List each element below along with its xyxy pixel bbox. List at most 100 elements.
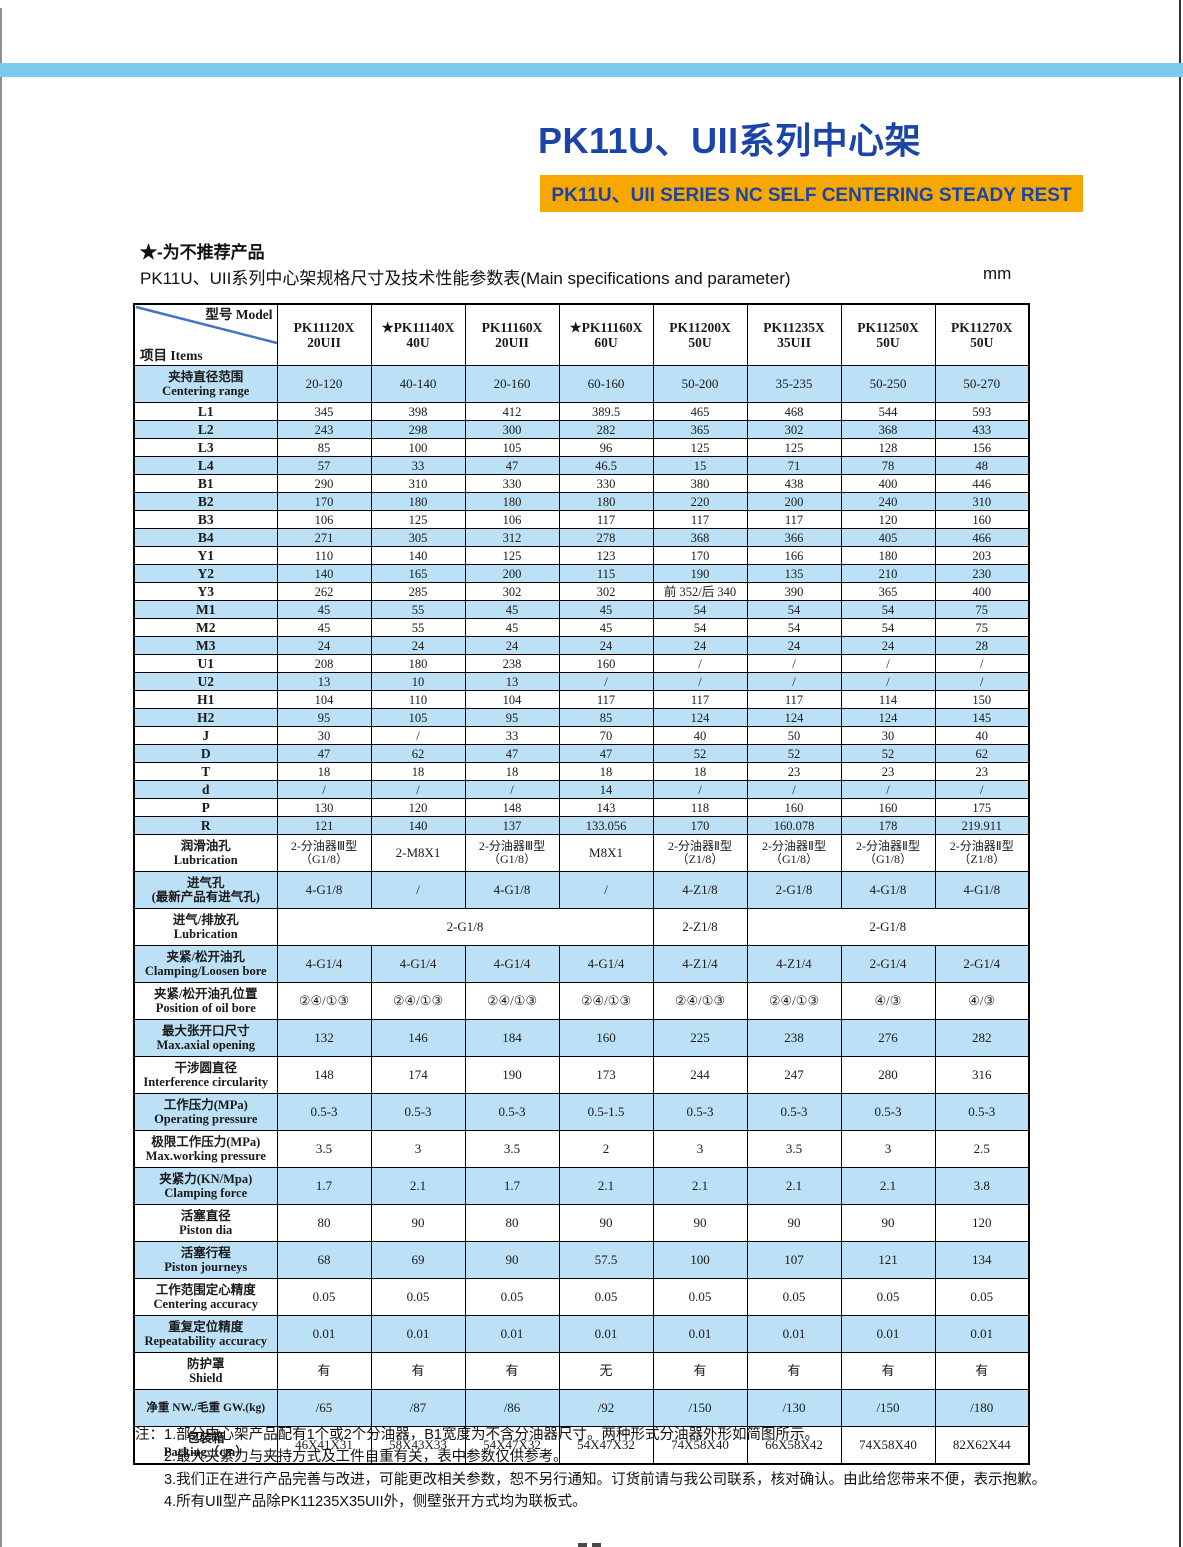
table-row: U2 13 10 13// / / / [133, 672, 1030, 692]
table-cell: 150 [934, 690, 1030, 710]
table-cell: ②④/①③ [370, 982, 466, 1021]
table-cell: 54 [652, 618, 748, 638]
table-row: B2 170 180 180 180 220 200 240 310 [133, 492, 1030, 512]
table-cell: 18 [464, 762, 560, 782]
table-cell: 2-G1/8 [746, 908, 1030, 947]
page-title: PK11U、UII系列中心架 [538, 120, 922, 161]
table-cell: 446 [934, 474, 1030, 494]
row-label: L1 [133, 402, 278, 422]
table-cell: 78 [840, 456, 936, 476]
table-cell: 148 [464, 798, 560, 818]
table-row: 防护罩 Shield 有有有无有有有有 [133, 1352, 1030, 1391]
table-cell: 412 [464, 402, 560, 422]
table-cell: /150 [652, 1389, 748, 1428]
table-cell: 3 [840, 1130, 936, 1169]
table-cell: 有 [840, 1352, 936, 1391]
table-cell: 105 [370, 708, 466, 728]
row-label: 夹紧/松开油孔位置 Position of oil bore [133, 982, 278, 1021]
table-cell: 0.01 [558, 1315, 654, 1354]
table-cell: / [840, 654, 936, 674]
table-cell: 282 [558, 420, 654, 440]
table-cell: 90 [370, 1204, 466, 1243]
table-cell: / [746, 654, 842, 674]
table-cell: 312 [464, 528, 560, 548]
table-cell: 3 [652, 1130, 748, 1169]
table-cell: 95 [464, 708, 560, 728]
table-cell: 4-G1/8 [934, 871, 1030, 910]
table-cell: 466 [934, 528, 1030, 548]
table-row: 重复定位精度 Repeatability accuracy 0.01 0.01 0.0… [133, 1315, 1030, 1354]
table-cell: 70 [558, 726, 654, 746]
table-cell: 2-分油器Ⅱ型 （G1/8） [840, 834, 936, 873]
table-cell: 110 [276, 546, 372, 566]
table-row: H1 104 110 104 117 117 117 114 150 [133, 690, 1030, 710]
table-cell: 0.05 [934, 1278, 1030, 1317]
table-cell: 544 [840, 402, 936, 422]
row-label: B1 [133, 474, 278, 494]
table-cell: 380 [652, 474, 748, 494]
table-cell: 0.5-3 [464, 1093, 560, 1132]
table-cell: /180 [934, 1389, 1030, 1428]
table-cell: 310 [370, 474, 466, 494]
table-cell: /92 [558, 1389, 654, 1428]
table-cell: 2-G1/8 [276, 908, 654, 947]
table-row: L4 57 33 47 46.5 15 71 78 48 [133, 456, 1030, 476]
row-label: 夹持直径范围 Centering range [133, 365, 278, 404]
table-cell: 0.01 [840, 1315, 936, 1354]
table-cell: 160 [840, 798, 936, 818]
table-cell: 2.1 [840, 1167, 936, 1206]
table-cell: 48 [934, 456, 1030, 476]
table-cell: 30 [840, 726, 936, 746]
table-cell: 121 [840, 1241, 936, 1280]
table-cell: 4-G1/8 [840, 871, 936, 910]
table-cell: 58X43X33 [370, 1426, 466, 1465]
table-cell: 115 [558, 564, 654, 584]
table-cell: 244 [652, 1056, 748, 1095]
table-cell: 62 [934, 744, 1030, 764]
table-cell: 117 [652, 510, 748, 530]
table-cell: 0.01 [370, 1315, 466, 1354]
table-cell: 262 [276, 582, 372, 602]
table-cell: 285 [370, 582, 466, 602]
table-row: 干涉圆直径 Interference circularity 148 174 190 1… [133, 1056, 1030, 1095]
table-cell: 125 [370, 510, 466, 530]
table-cell: 47 [558, 744, 654, 764]
table-cell: 2-G1/4 [840, 945, 936, 984]
table-cell: 438 [746, 474, 842, 494]
table-cell: 45 [558, 618, 654, 638]
table-row: 活塞行程 Piston journeys 68 69 90 57.5 100 107 121 1… [133, 1241, 1030, 1280]
table-cell: 123 [558, 546, 654, 566]
row-label: M3 [133, 636, 278, 656]
table-cell: / [558, 672, 654, 692]
table-cell: 有 [370, 1352, 466, 1391]
table-cell: 3.5 [464, 1130, 560, 1169]
table-cell: 330 [464, 474, 560, 494]
table-cell: 2.1 [746, 1167, 842, 1206]
row-label: 活塞行程 Piston journeys [133, 1241, 278, 1280]
table-cell: 106 [276, 510, 372, 530]
column-header-8: PK11270X 50U [934, 303, 1030, 367]
table-cell: 121 [276, 816, 372, 836]
table-row: B1 290 310 330 330 380 438 400 446 [133, 474, 1030, 494]
table-cell: 366 [746, 528, 842, 548]
table-cell: 24 [276, 636, 372, 656]
table-row: B4 271 305 312 278 368 366 405 466 [133, 528, 1030, 548]
table-cell: 2-分油器Ⅲ型 （G1/8） [464, 834, 560, 873]
table-cell: 50-250 [840, 365, 936, 404]
table-row: L2 243 298 300 282 365 302 368 433 [133, 420, 1030, 440]
row-label: R [133, 816, 278, 836]
table-row: J 30/33 70 40 50 30 40 [133, 726, 1030, 746]
table-row: 夹持直径范围 Centering range 20-120 40-140 20-160… [133, 365, 1030, 404]
column-header-2: ★PK11140X 40U [370, 303, 466, 367]
table-cell: 30 [276, 726, 372, 746]
footnote-prefix: 注： [135, 1427, 164, 1443]
table-cell: 2-分油器Ⅲ型 （G1/8） [276, 834, 372, 873]
table-cell: 90 [840, 1204, 936, 1243]
table-cell: 95 [276, 708, 372, 728]
table-cell: 57 [276, 456, 372, 476]
table-cell: 114 [840, 690, 936, 710]
table-cell: 170 [276, 492, 372, 512]
table-cell: 35-235 [746, 365, 842, 404]
table-cell: 2.5 [934, 1130, 1030, 1169]
table-cell: 2-分油器Ⅱ型 （G1/8） [746, 834, 842, 873]
